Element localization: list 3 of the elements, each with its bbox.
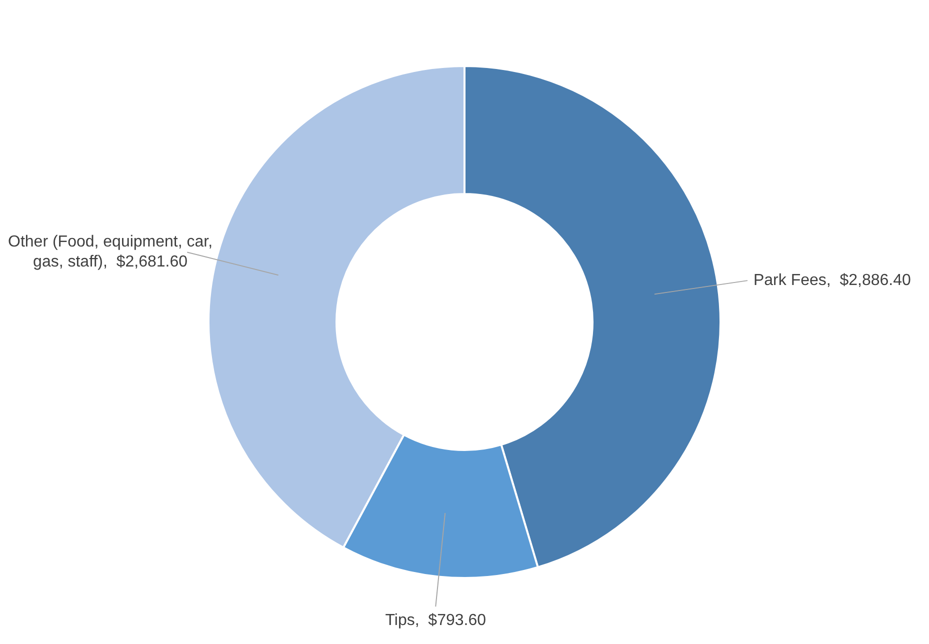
slice-label: Park Fees, $2,886.40 bbox=[753, 272, 912, 289]
slice-label: Tips, $793.60 bbox=[385, 612, 486, 629]
slice-label: Other (Food, equipment, car, gas, staff), $2,681.60 bbox=[8, 234, 213, 271]
